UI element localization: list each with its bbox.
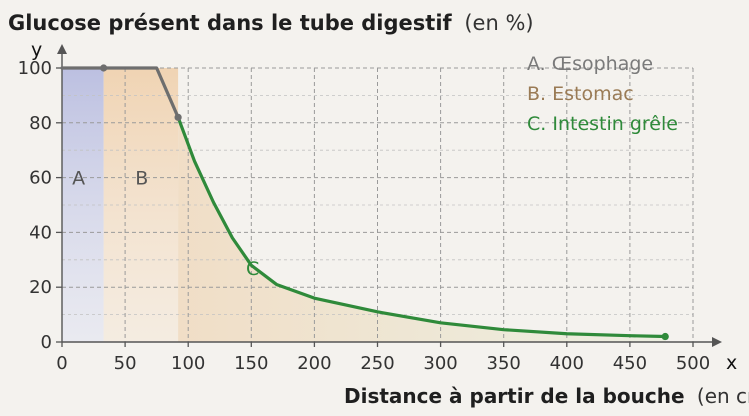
labels-layer: A B C bbox=[72, 168, 259, 280]
region-c-shade bbox=[178, 117, 666, 342]
y-axis-letter: y bbox=[31, 39, 42, 61]
x-tick-label-0: 0 bbox=[56, 353, 67, 374]
x-tick-label-500: 500 bbox=[676, 353, 710, 374]
x-tick-label-150: 150 bbox=[234, 353, 268, 374]
chart-title: Glucose présent dans le tube digestif (e… bbox=[8, 11, 534, 35]
x-axis-arrow bbox=[712, 337, 722, 347]
y-tick-label-0: 0 bbox=[41, 332, 52, 353]
legend-entry-b: B. Estomac bbox=[527, 83, 634, 105]
x-axis-letter: x bbox=[726, 352, 737, 374]
x-axis-label: Distance à partir de la bouche (en cm) bbox=[344, 384, 749, 408]
legend-entry-a: A. Œsophage bbox=[527, 53, 653, 75]
chart-title-unit: (en %) bbox=[464, 11, 533, 35]
region-b-label: B bbox=[135, 168, 148, 190]
x-tick-label-350: 350 bbox=[487, 353, 521, 374]
x-tick-label-100: 100 bbox=[171, 353, 205, 374]
y-tick-label-20: 20 bbox=[29, 277, 52, 298]
grid-layer bbox=[62, 67, 694, 342]
series-line-0 bbox=[60, 66, 180, 119]
x-axis-label-unit: (en cm) bbox=[697, 384, 749, 408]
x-tick-label-300: 300 bbox=[423, 353, 457, 374]
point-marker-1 bbox=[174, 113, 182, 121]
x-axis-label-text: Distance à partir de la bouche bbox=[344, 384, 685, 408]
y-tick-label-40: 40 bbox=[29, 222, 52, 243]
axes-layer: 0 20 40 60 80 100 0 50 100 150 200 250 300 350 400 450 5… bbox=[18, 44, 722, 374]
series-line-1 bbox=[176, 115, 667, 339]
legend-entry-c: C. Intestin grêle bbox=[527, 113, 678, 135]
chart-title-text: Glucose présent dans le tube digestif bbox=[8, 11, 453, 35]
y-axis-arrow bbox=[57, 44, 67, 54]
y-tick-label-80: 80 bbox=[29, 113, 52, 134]
curve-label-c: C bbox=[246, 258, 259, 280]
x-tick-label-250: 250 bbox=[360, 353, 394, 374]
x-tick-label-200: 200 bbox=[297, 353, 331, 374]
legend-layer: A. Œsophage B. Estomac C. Intestin grêle bbox=[527, 53, 678, 135]
x-tick-label-450: 450 bbox=[613, 353, 647, 374]
point-marker-2 bbox=[661, 332, 669, 341]
series-layer bbox=[60, 64, 669, 341]
region-a-label: A bbox=[72, 168, 85, 190]
point-marker-0 bbox=[100, 64, 108, 72]
y-tick-label-60: 60 bbox=[29, 168, 52, 189]
x-tick-label-400: 400 bbox=[550, 353, 584, 374]
y-tick-label-100: 100 bbox=[18, 58, 52, 79]
x-tick-label-50: 50 bbox=[114, 353, 137, 374]
